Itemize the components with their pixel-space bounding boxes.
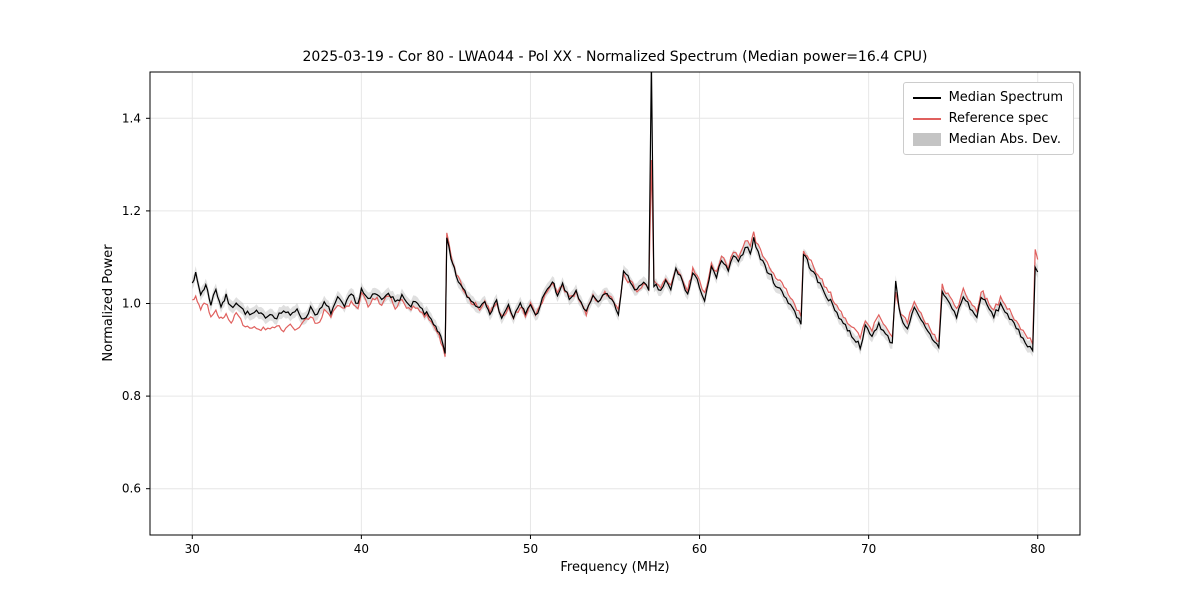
x-tick-label: 50 xyxy=(523,542,538,556)
legend: Median Spectrum Reference spec Median Ab… xyxy=(902,82,1074,155)
legend-item-median-abs-dev: Median Abs. Dev. xyxy=(912,132,1063,147)
y-axis-label: Normalized Power xyxy=(101,244,116,362)
legend-item-median-spectrum: Median Spectrum xyxy=(912,90,1063,105)
x-axis-label: Frequency (MHz) xyxy=(560,560,670,575)
mad-band-swatch xyxy=(912,133,941,146)
x-tick-label: 80 xyxy=(1030,542,1045,556)
legend-item-reference-spec: Reference spec xyxy=(912,111,1063,126)
median-line-swatch xyxy=(912,96,941,99)
chart-title: 2025-03-19 - Cor 80 - LWA044 - Pol XX - … xyxy=(302,49,928,65)
x-tick-label: 70 xyxy=(861,542,876,556)
y-tick-label: 0.6 xyxy=(122,482,141,496)
y-tick-label: 1.4 xyxy=(122,111,141,125)
legend-label-median: Median Spectrum xyxy=(948,90,1063,105)
x-tick-label: 40 xyxy=(354,542,369,556)
legend-label-reference: Reference spec xyxy=(948,111,1049,126)
y-tick-label: 0.8 xyxy=(122,389,141,403)
y-tick-label: 1.0 xyxy=(122,297,141,311)
y-tick-label: 1.2 xyxy=(122,204,141,218)
reference-line-swatch xyxy=(912,117,941,120)
x-tick-label: 30 xyxy=(185,542,200,556)
legend-label-mad: Median Abs. Dev. xyxy=(948,132,1062,147)
x-tick-label: 60 xyxy=(692,542,707,556)
